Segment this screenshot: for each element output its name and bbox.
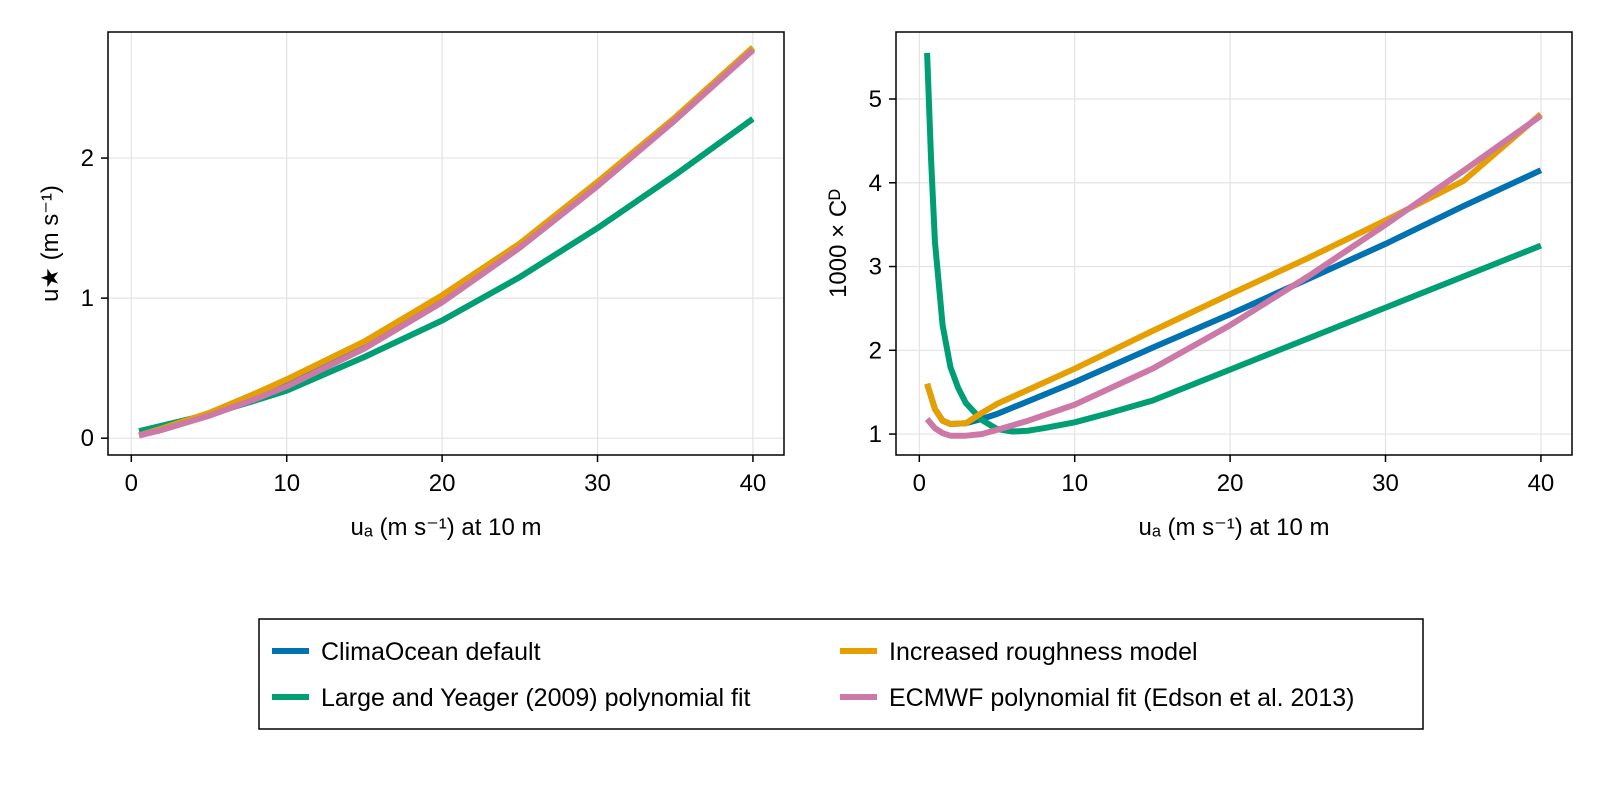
y-tick-label: 0 <box>81 425 94 452</box>
legend-entry: ECMWF polynomial fit (Edson et al. 2013) <box>840 684 1354 712</box>
legend-box <box>258 618 1424 730</box>
right-panel-drag-coefficient: 0 10 20 30 40 1 2 3 4 5 uₐ (m s⁻¹) at 10 m 1000 × C… <box>825 31 1573 541</box>
x-tick-label: 20 <box>1217 470 1244 497</box>
legend-label: Large and Yeager (2009) polynomial fit <box>321 684 751 712</box>
x-tick-label: 0 <box>125 470 138 497</box>
legend-entry: Large and Yeager (2009) polynomial fit <box>272 684 751 712</box>
series-line <box>924 113 1543 439</box>
legend-label: ClimaOcean default <box>321 638 541 666</box>
x-tick-label: 10 <box>273 470 300 497</box>
y-axis-label: 1000 × Cᴰ <box>825 189 852 298</box>
series-line <box>924 111 1543 427</box>
left-panel-ustar: 0 10 20 30 40 0 1 2 uₐ (m s⁻¹) at 10 m u★ (m s⁻¹) <box>37 31 785 541</box>
axes-frame <box>107 31 785 456</box>
x-tick-label: 30 <box>1372 470 1399 497</box>
legend: ClimaOcean default Increased roughness m… <box>258 618 1424 730</box>
x-tick-label: 30 <box>584 470 611 497</box>
legend-entry: ClimaOcean default <box>272 638 541 666</box>
y-tick-label: 5 <box>869 86 882 113</box>
y-tick-label: 1 <box>869 421 882 448</box>
x-tick-label: 10 <box>1061 470 1088 497</box>
x-tick-label: 40 <box>740 470 767 497</box>
y-axis-label: u★ (m s⁻¹) <box>37 185 64 302</box>
legend-label: Increased roughness model <box>889 638 1198 666</box>
x-tick-label: 20 <box>429 470 456 497</box>
y-tick-label: 1 <box>81 285 94 312</box>
axes-frame <box>895 31 1573 456</box>
x-tick-label: 0 <box>913 470 926 497</box>
y-tick-label: 2 <box>81 145 94 172</box>
x-axis-label: uₐ (m s⁻¹) at 10 m <box>1139 514 1330 541</box>
y-tick-label: 4 <box>869 170 882 197</box>
x-axis-label: uₐ (m s⁻¹) at 10 m <box>351 514 542 541</box>
legend-label: ECMWF polynomial fit (Edson et al. 2013) <box>889 684 1354 712</box>
series-line <box>138 47 755 439</box>
legend-entry: Increased roughness model <box>840 638 1198 666</box>
y-tick-label: 2 <box>869 337 882 364</box>
y-tick-label: 3 <box>869 254 882 281</box>
series-line <box>924 52 1543 435</box>
x-tick-label: 40 <box>1528 470 1555 497</box>
